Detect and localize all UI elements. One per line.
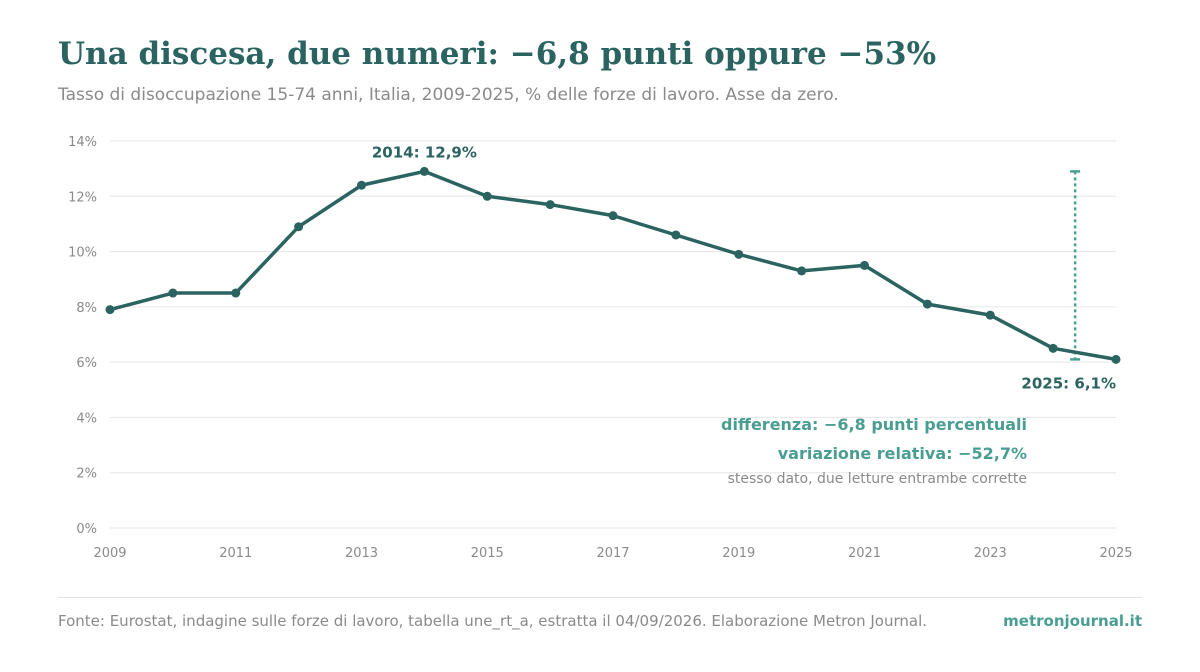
x-tick-label: 2025 bbox=[1099, 546, 1132, 561]
footer-divider bbox=[58, 597, 1142, 598]
x-axis: 2009 2011 2013 2015 2017 2019 2021 2023 2025 bbox=[93, 546, 1132, 561]
peak-label: 2014: 12,9% bbox=[372, 143, 477, 161]
data-point bbox=[922, 299, 932, 309]
y-tick-label: 10% bbox=[68, 246, 97, 261]
x-tick-label: 2011 bbox=[219, 546, 252, 561]
y-axis: 0% 2% 4% 6% 8% 10% 12% 14% bbox=[68, 135, 97, 537]
data-point bbox=[985, 310, 995, 320]
series-line bbox=[108, 169, 1118, 362]
line-chart: 0% 2% 4% 6% 8% 10% 12% 14% 2009 2011 2013 2015 2017… bbox=[68, 135, 1132, 561]
annotations: 2014: 12,9% 2025: 6,1% differenza: −6,8 … bbox=[372, 143, 1116, 487]
brand-link[interactable]: metronjournal.it bbox=[1003, 612, 1142, 630]
data-point bbox=[797, 266, 807, 276]
data-point bbox=[860, 260, 869, 270]
y-tick-label: 6% bbox=[76, 356, 97, 371]
x-tick-label: 2013 bbox=[345, 546, 378, 561]
series-layer bbox=[108, 169, 1118, 362]
note-label: stesso dato, due letture entrambe corret… bbox=[728, 471, 1027, 487]
chart-title: Una discesa, due numeri: −6,8 punti oppu… bbox=[58, 36, 937, 72]
data-point bbox=[734, 249, 744, 259]
x-tick-label: 2019 bbox=[722, 546, 755, 561]
data-point bbox=[419, 166, 429, 176]
grid-layer bbox=[110, 140, 1116, 529]
data-point bbox=[608, 211, 618, 221]
end-label: 2025: 6,1% bbox=[1021, 374, 1116, 392]
data-point bbox=[545, 200, 555, 210]
y-tick-label: 0% bbox=[76, 522, 97, 537]
data-point bbox=[357, 180, 366, 190]
x-tick-label: 2017 bbox=[596, 546, 629, 561]
data-point bbox=[671, 230, 681, 240]
data-point bbox=[231, 288, 241, 298]
source-note: Fonte: Eurostat, indagine sulle forze di… bbox=[58, 612, 928, 630]
data-point bbox=[168, 288, 178, 298]
data-point bbox=[294, 222, 304, 232]
data-point bbox=[1048, 343, 1058, 353]
y-tick-label: 8% bbox=[76, 301, 97, 316]
x-tick-label: 2009 bbox=[93, 546, 126, 561]
y-tick-label: 2% bbox=[76, 467, 97, 482]
chart-subtitle: Tasso di disoccupazione 15-74 anni, Ital… bbox=[58, 85, 839, 105]
relative-change-label: variazione relativa: −52,7% bbox=[778, 444, 1027, 463]
x-tick-label: 2015 bbox=[471, 546, 504, 561]
difference-range-marker bbox=[1070, 170, 1081, 361]
data-points bbox=[105, 166, 1121, 364]
y-tick-label: 14% bbox=[68, 135, 97, 150]
x-tick-label: 2021 bbox=[848, 546, 881, 561]
y-tick-label: 4% bbox=[76, 411, 97, 426]
x-tick-label: 2023 bbox=[974, 546, 1007, 561]
data-point bbox=[1111, 354, 1121, 364]
y-tick-label: 12% bbox=[68, 190, 97, 205]
data-point bbox=[105, 305, 115, 315]
difference-label: differenza: −6,8 punti percentuali bbox=[721, 415, 1027, 434]
data-point bbox=[482, 191, 492, 201]
